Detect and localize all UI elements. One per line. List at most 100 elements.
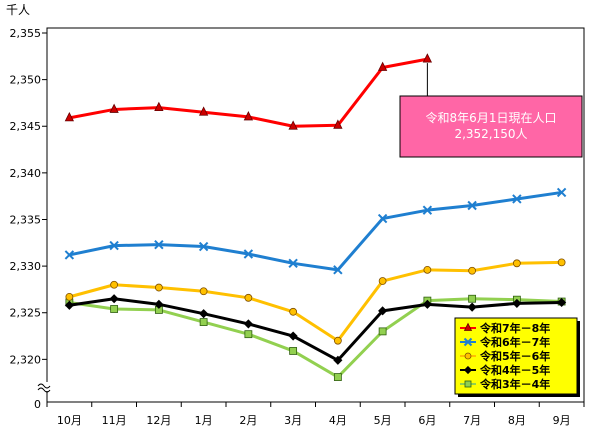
data-point-circle: [65, 292, 74, 301]
x-tick-label: 5月: [374, 414, 392, 427]
data-point-square: [464, 380, 472, 388]
data-point-x: [512, 194, 522, 204]
data-point-diamond: [467, 302, 477, 312]
data-point-x: [198, 241, 209, 252]
data-point-triangle: [198, 106, 209, 116]
data-point-circle: [468, 266, 477, 275]
data-point-triangle: [109, 103, 119, 113]
data-point-circle: [464, 352, 472, 360]
data-point-circle: [423, 265, 432, 274]
axis-break-icon: [37, 382, 51, 393]
data-point-circle: [154, 283, 163, 292]
data-point-x: [422, 205, 433, 215]
series-3: [65, 258, 566, 345]
data-point-diamond: [463, 365, 473, 375]
series-4: [64, 294, 567, 365]
data-point-triangle: [64, 111, 75, 122]
x-tick-label: 10月: [57, 414, 82, 427]
annotation-box: [399, 95, 583, 158]
x-tick-label: 1月: [195, 414, 213, 427]
x-tick-label: 7月: [463, 414, 481, 427]
y-tick-label: 2,350: [10, 74, 42, 87]
data-point-x: [109, 240, 119, 251]
data-point-triangle: [422, 53, 433, 63]
data-point-x: [288, 258, 298, 269]
data-point-circle: [244, 293, 253, 302]
y-tick-label: 2,355: [10, 27, 42, 40]
data-point-circle: [333, 336, 342, 345]
legend-entry: 令和7年－8年: [460, 321, 550, 335]
x-tick-label: 8月: [508, 414, 526, 427]
y-tick-label: 2,325: [10, 307, 42, 320]
axis-break-wave-top: [37, 383, 51, 389]
data-point-triangle: [377, 61, 388, 71]
y-tick-label: 2,340: [10, 167, 42, 180]
data-point-diamond: [154, 299, 164, 309]
x-tick-label: 11月: [102, 414, 127, 427]
legend-entry: 令和5年－6年: [460, 349, 550, 363]
data-point-diamond: [64, 300, 74, 310]
series-1: [64, 53, 433, 130]
data-point-square: [378, 327, 387, 336]
series-2: [64, 187, 567, 275]
x-tick-label: 9月: [553, 414, 571, 427]
data-point-x: [467, 200, 477, 211]
data-point-diamond: [557, 297, 567, 308]
data-point-diamond: [378, 306, 388, 316]
data-point-x: [333, 265, 343, 275]
x-tick-label: 6月: [418, 414, 436, 427]
data-point-triangle: [288, 120, 298, 130]
data-point-circle: [199, 287, 208, 296]
data-point-x: [463, 337, 473, 347]
data-point-diamond: [109, 294, 119, 304]
x-tick-label: 3月: [284, 414, 302, 427]
data-point-circle: [557, 258, 566, 267]
data-point-circle: [110, 280, 119, 289]
data-point-diamond: [512, 298, 522, 308]
x-tick-label: 2月: [239, 414, 257, 427]
series-line: [69, 190, 562, 272]
data-point-square: [289, 347, 298, 355]
data-point-diamond: [243, 319, 253, 329]
x-tick-label: 12月: [146, 414, 171, 427]
series-layer: [64, 53, 567, 381]
data-point-square: [110, 305, 119, 313]
annotation-line2: 2,352,150人: [454, 127, 527, 141]
data-point-circle: [512, 259, 521, 268]
legend-entry: 令和3年－4年: [460, 377, 550, 391]
data-point-circle: [378, 277, 387, 285]
legend-label: 令和5年－6年: [479, 349, 550, 363]
legend-label: 令和7年－8年: [479, 321, 550, 335]
axes: 2,320 2,325 2,330 2,335 2,340 2,345 2,350 2,355…: [10, 27, 585, 427]
legend-label: 令和6年－7年: [479, 335, 550, 349]
annotation-layer: 令和8年6月1日現在人口 2,352,150人: [399, 63, 583, 158]
data-point-circle: [289, 307, 298, 316]
y-tick-label: 2,335: [10, 213, 42, 226]
data-point-x: [243, 249, 254, 259]
data-point-triangle: [154, 101, 164, 111]
data-point-triangle: [333, 119, 343, 129]
data-point-x: [154, 239, 164, 250]
series-line: [68, 260, 562, 343]
y-tick-label: 2,330: [10, 260, 42, 273]
annotation-line1: 令和8年6月1日現在人口: [426, 110, 557, 125]
y-zero-label: 0: [34, 398, 41, 411]
y-unit-label: 千人: [6, 3, 30, 17]
data-point-square: [244, 330, 253, 339]
legend-label: 令和3年－4年: [479, 377, 550, 391]
data-point-square: [468, 294, 477, 303]
series-line: [69, 297, 562, 379]
y-tick-label: 2,320: [10, 353, 42, 366]
data-point-triangle: [463, 322, 473, 331]
legend-entry: 令和6年－7年: [460, 335, 550, 349]
data-point-square: [199, 318, 208, 326]
data-point-diamond: [288, 331, 298, 341]
data-point-x: [377, 213, 388, 224]
x-tick-label: 4月: [329, 414, 347, 427]
data-point-square: [333, 373, 342, 381]
data-point-diamond: [422, 299, 432, 309]
legend-entry: 令和4年－5年: [460, 363, 550, 377]
